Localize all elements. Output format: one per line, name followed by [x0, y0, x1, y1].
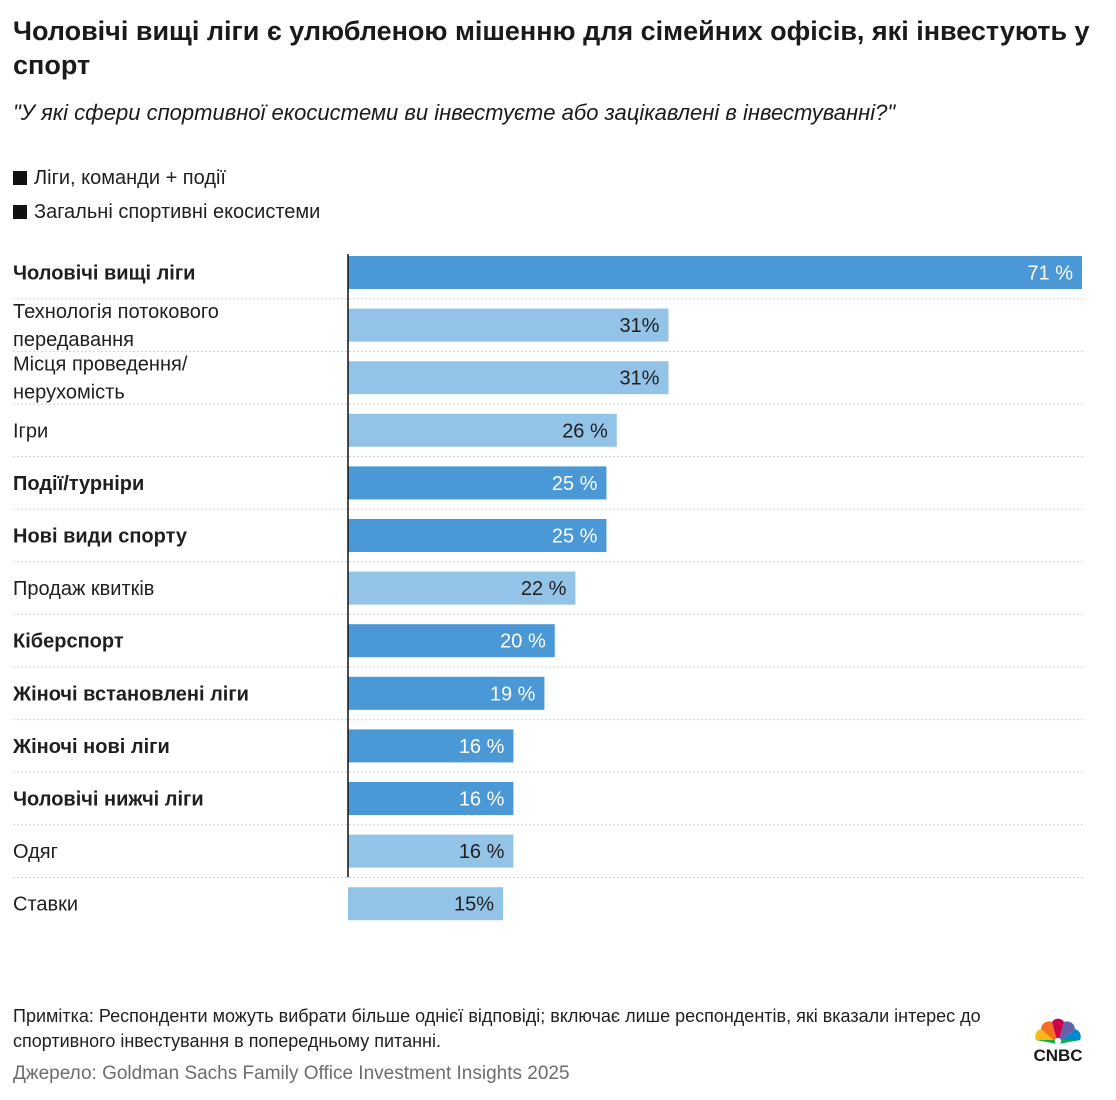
- bar-value-label: 71 %: [1027, 263, 1073, 285]
- bar: [348, 466, 607, 500]
- bar: [348, 308, 669, 342]
- bar-value-label: 31%: [619, 368, 659, 390]
- category-label: Технологія потокового: [13, 301, 219, 323]
- bar: [348, 256, 1082, 289]
- bar: [348, 361, 669, 395]
- category-label: нерухомість: [13, 382, 125, 404]
- bar-value-label: 25 %: [552, 526, 598, 548]
- bar-chart: 71 % Чоловічі вищі ліги 31% Технологія пото…: [12, 254, 1083, 921]
- category-label: Одяг: [13, 841, 58, 863]
- bar: [348, 624, 555, 658]
- bar: [348, 676, 545, 710]
- bar: [348, 834, 514, 868]
- category-label: Чоловічі вищі ліги: [13, 263, 195, 285]
- category-label: Ставки: [13, 894, 78, 916]
- source-line: Джерело: Goldman Sachs Family Office Inv…: [13, 1063, 570, 1084]
- legend-swatch-icon: [13, 205, 27, 219]
- bar: [348, 519, 607, 552]
- bar-value-label: 16 %: [459, 789, 505, 811]
- legend-label-ecosystem: Загальні спортивні екосистеми: [34, 201, 321, 223]
- category-label: Жіночі нові ліги: [12, 736, 170, 758]
- bar-value-label: 22 %: [521, 578, 567, 600]
- bar-value-label: 16 %: [459, 736, 505, 758]
- chart-subtitle: "У які сфери спортивної екосистеми ви ін…: [13, 100, 896, 125]
- bar-value-label: 31%: [619, 315, 659, 337]
- bar-value-label: 15%: [454, 894, 494, 916]
- bar-value-label: 16 %: [459, 841, 505, 863]
- bar-value-label: 25 %: [552, 473, 598, 495]
- category-label: передавання: [13, 329, 134, 351]
- legend-item-ecosystem: Загальні спортивні екосистеми: [13, 199, 320, 225]
- category-label: Місця проведення/: [13, 354, 188, 376]
- bar: [348, 887, 504, 921]
- category-label: Ігри: [13, 420, 48, 442]
- bar-value-label: 20 %: [500, 631, 546, 653]
- cnbc-logo: CNBC: [1030, 1016, 1086, 1068]
- category-label: Продаж квитків: [13, 578, 154, 600]
- bar-value-label: 26 %: [562, 420, 608, 442]
- category-label: Події/турніри: [13, 473, 144, 495]
- peacock-icon: [1035, 1018, 1081, 1045]
- bar-value-label: 19 %: [490, 683, 536, 705]
- category-label: Жіночі встановлені ліги: [12, 683, 249, 705]
- logo-text: CNBC: [1033, 1046, 1083, 1065]
- category-label: Нові види спорту: [13, 526, 188, 548]
- bar: [348, 413, 617, 447]
- legend: Ліги, команди + події Загальні спортивні…: [13, 165, 320, 233]
- bar: [348, 571, 576, 605]
- bar: [348, 782, 514, 815]
- legend-item-leagues: Ліги, команди + події: [13, 165, 320, 191]
- category-label: Чоловічі нижчі ліги: [13, 789, 204, 811]
- bar: [348, 729, 514, 763]
- footnote: Примітка: Респонденти можуть вибрати біл…: [13, 1006, 981, 1051]
- chart-title: Чоловічі вищі ліги є улюбленою мішенню д…: [13, 16, 1090, 80]
- category-label: Кіберспорт: [13, 631, 124, 653]
- legend-swatch-icon: [13, 171, 27, 185]
- legend-label-leagues: Ліги, команди + події: [34, 167, 226, 189]
